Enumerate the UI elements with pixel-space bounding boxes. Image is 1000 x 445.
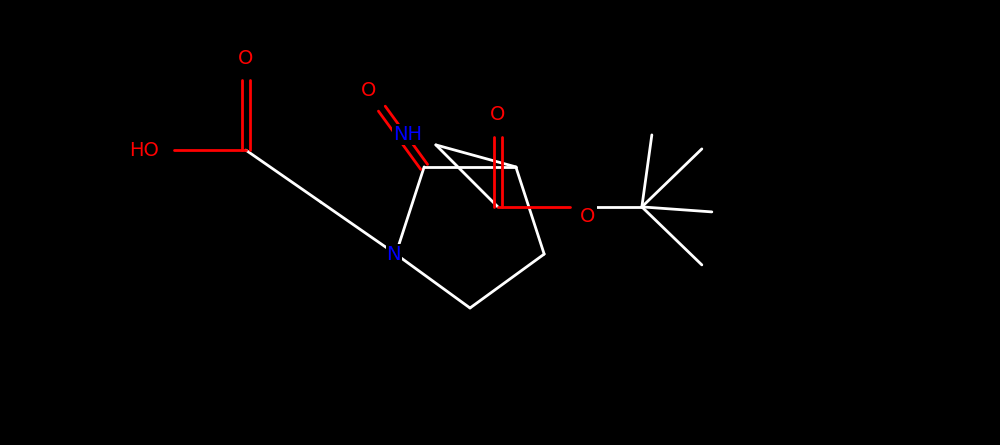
Text: NH: NH (393, 125, 422, 144)
Text: O: O (238, 49, 254, 68)
Text: O: O (490, 105, 506, 125)
Text: HO: HO (129, 141, 159, 160)
Text: N: N (387, 245, 401, 263)
Text: O: O (361, 81, 377, 101)
Text: O: O (580, 207, 596, 227)
